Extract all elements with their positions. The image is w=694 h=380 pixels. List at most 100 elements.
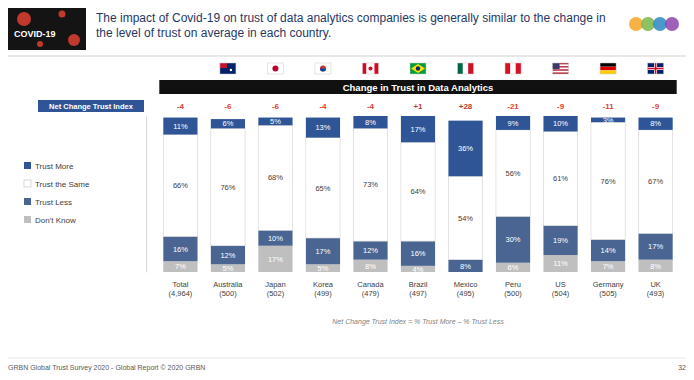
x-tick-label-line: (500) — [219, 289, 237, 298]
legend-item: Don't Know — [24, 216, 76, 225]
net-change-value: -9 — [557, 102, 565, 111]
net-change-value: -4 — [319, 102, 327, 111]
legend-swatch — [24, 180, 31, 187]
flag-part — [458, 63, 463, 74]
net-label-box — [38, 100, 144, 112]
data-label: 12% — [363, 246, 378, 255]
flag-part — [410, 63, 426, 74]
flag-border — [600, 63, 616, 74]
x-tick-label-line: US — [555, 280, 565, 289]
legend-label: Trust More — [35, 162, 74, 171]
x-tick-label: UK(493) — [647, 280, 665, 298]
data-label: 14% — [601, 246, 616, 255]
y-axis-line — [146, 117, 147, 273]
x-tick-label-line: Total — [172, 280, 188, 289]
net-change-value: -9 — [652, 102, 660, 111]
legend-swatch — [24, 216, 31, 223]
x-tick-label-line: (502) — [267, 289, 285, 298]
data-label: 12% — [220, 251, 235, 260]
bar-segment — [496, 263, 530, 272]
bar-segment — [211, 264, 245, 272]
x-tick: Canada(479) — [357, 280, 384, 298]
data-label: 30% — [506, 235, 521, 244]
bar-segment — [353, 241, 387, 260]
x-tick-label-line: Peru — [505, 280, 521, 289]
flag-part — [320, 66, 326, 72]
data-label: 19% — [553, 236, 568, 245]
x-tick-label-line: (500) — [504, 289, 522, 298]
bar-segment — [638, 260, 672, 272]
bar-segment — [401, 142, 435, 241]
net-change-value: +1 — [413, 102, 423, 111]
flag-part — [320, 69, 326, 72]
bar-segment — [306, 238, 340, 264]
data-label: 11% — [173, 122, 188, 131]
x-tick-label-line: Brazil — [409, 280, 428, 289]
x-tick: UK(493) — [647, 280, 665, 298]
x-tick-label: Total(4,964) — [169, 280, 193, 298]
flag-border — [648, 63, 664, 74]
flag-border — [410, 63, 426, 74]
flag-border — [220, 63, 236, 74]
logo-dot — [629, 17, 643, 31]
data-label: 73% — [363, 180, 378, 189]
net-label: Net Change Trust Index — [49, 102, 134, 111]
x-tick-label-line: Australia — [213, 280, 243, 289]
data-label: 36% — [458, 144, 473, 153]
data-label: 5% — [270, 117, 281, 126]
footer-rule — [8, 358, 686, 359]
data-label: 4% — [413, 265, 424, 274]
bar-segment — [401, 241, 435, 266]
bar-segment — [638, 130, 672, 233]
x-tick-label-line: Korea — [313, 280, 334, 289]
badge-text: COVID-19 — [14, 29, 56, 39]
flag — [648, 63, 664, 74]
title-line: the level of trust on average in each co… — [96, 26, 331, 40]
page-number: 32 — [678, 364, 686, 371]
bar-segment — [591, 240, 625, 262]
flag — [410, 63, 426, 74]
x-tick-label: Korea(499) — [313, 280, 334, 298]
data-label: 5% — [223, 264, 234, 273]
divider — [8, 56, 686, 57]
badge: COVID-19 — [8, 8, 86, 50]
data-label: 68% — [268, 173, 283, 182]
net-change-value: -11 — [603, 102, 615, 111]
x-axis: Total(4,964)Australia(500)Japan(502)Kore… — [169, 280, 665, 298]
x-tick-label-line: (493) — [647, 289, 665, 298]
data-label: 6% — [223, 119, 234, 128]
data-label: 8% — [650, 262, 661, 271]
data-label: 3% — [603, 116, 614, 125]
x-tick-label-line: (504) — [552, 289, 570, 298]
flag-border — [362, 63, 378, 74]
chart-container: COVID-19The impact of Covid-19 on trust … — [0, 0, 694, 380]
x-tick-label: Canada(479) — [357, 280, 384, 298]
virus-icon — [68, 34, 80, 46]
data-label: 64% — [410, 187, 425, 196]
flag-part — [648, 63, 664, 74]
flag-part — [220, 63, 227, 68]
flag-part — [267, 63, 283, 74]
flag-part — [600, 70, 616, 74]
x-tick-label-line: Canada — [357, 280, 384, 289]
source: GRBN Global Trust Survey 2020 - Global R… — [8, 364, 205, 372]
x-tick: Japan(502) — [265, 280, 285, 298]
net-change-value: -6 — [224, 102, 232, 111]
legend-label: Don't Know — [35, 216, 76, 225]
x-tick-label: Australia(500) — [213, 280, 243, 298]
x-tick-label-line: (499) — [314, 289, 332, 298]
bar-segment — [448, 260, 482, 272]
data-label: 10% — [268, 234, 283, 243]
data-label: 11% — [553, 259, 568, 268]
legend-item: Trust Less — [24, 198, 72, 207]
flag-part — [553, 63, 560, 69]
bar-segment — [448, 121, 482, 177]
bar-segment — [306, 118, 340, 138]
subtitle: Change in Trust in Data Analytics — [343, 82, 494, 93]
banner — [159, 80, 676, 94]
background — [0, 0, 694, 380]
bars — [163, 116, 672, 272]
bar-segment — [543, 226, 577, 255]
flag — [600, 63, 616, 74]
data-label: 67% — [648, 177, 663, 186]
